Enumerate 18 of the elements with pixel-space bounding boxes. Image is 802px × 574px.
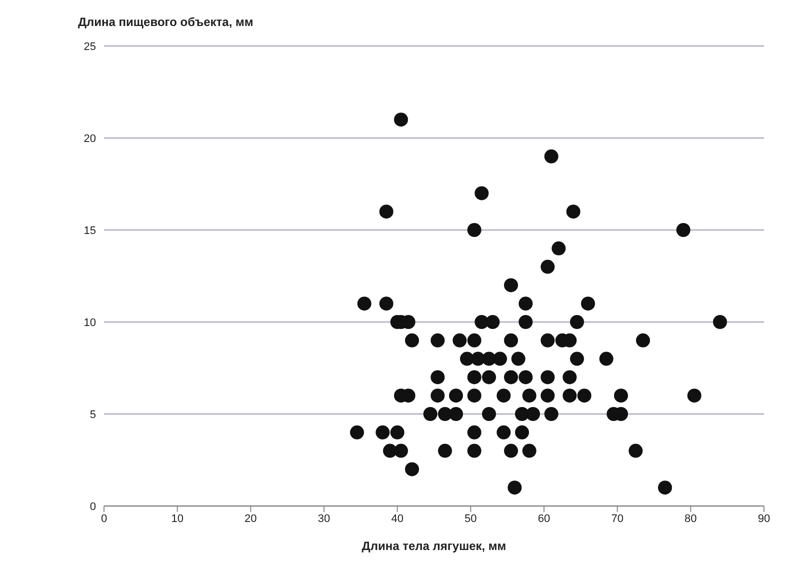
- x-tick-label: 10: [171, 512, 184, 525]
- y-tick-label: 10: [84, 316, 96, 329]
- y-tick-label: 15: [84, 224, 96, 237]
- x-tick-label: 70: [611, 512, 624, 525]
- y-axis-title: Длина пищевого объекта, мм: [78, 15, 254, 29]
- x-tick-label: 80: [684, 512, 697, 525]
- y-tick-label: 25: [84, 40, 96, 53]
- x-tick-label: 90: [758, 512, 770, 525]
- y-tick-label: 5: [90, 408, 96, 421]
- y-tick-label: 0: [90, 500, 96, 513]
- x-tick-label: 40: [391, 512, 404, 525]
- x-tick-label: 30: [318, 512, 330, 525]
- x-axis-title: Длина тела лягушек, мм: [362, 539, 506, 553]
- y-tick-label: 20: [84, 132, 96, 145]
- x-tick-label: 50: [464, 512, 477, 525]
- x-tick-label: 60: [538, 512, 550, 525]
- x-tick-label: 0: [100, 512, 108, 525]
- x-tick-label: 20: [244, 512, 257, 525]
